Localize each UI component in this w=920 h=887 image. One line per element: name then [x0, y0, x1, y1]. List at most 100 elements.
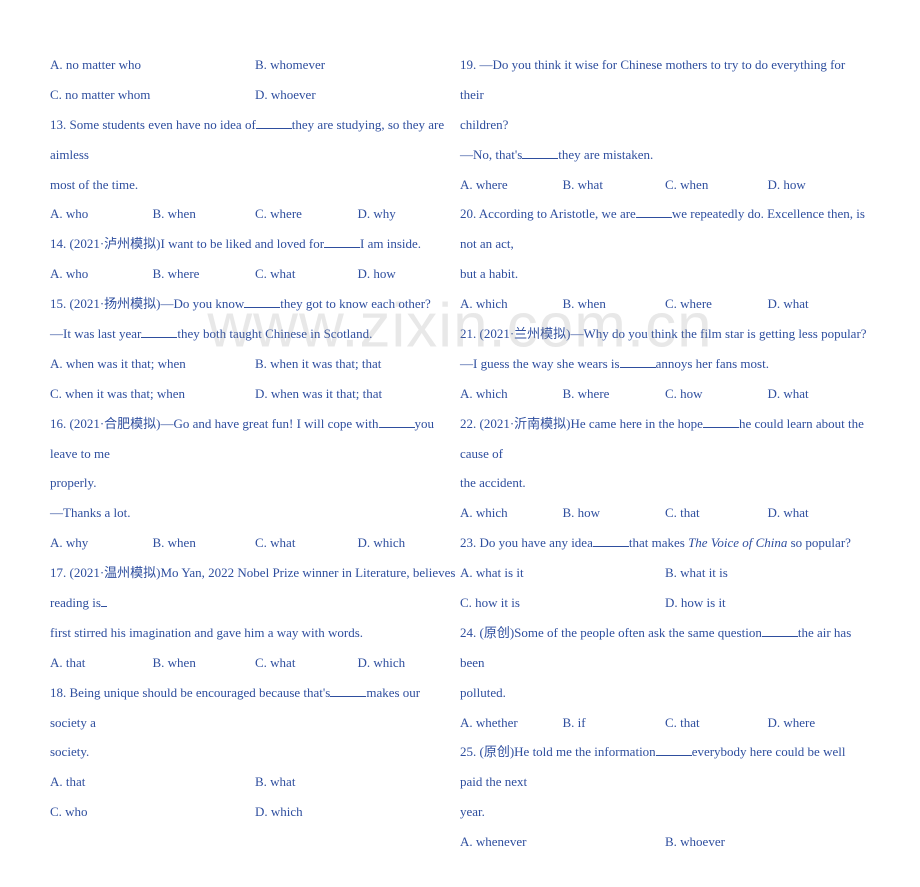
q17-opt-a: A. that [50, 648, 153, 678]
q22-opt-d: D. what [768, 498, 871, 528]
q16-opt-c: C. what [255, 528, 358, 558]
q12-opt-a: A. no matter who [50, 50, 255, 80]
blank [593, 536, 629, 548]
q18-opt-d: D. which [255, 797, 460, 827]
q16-options: A. why B. when C. what D. which [50, 528, 460, 558]
q20-line2: but a habit. [460, 259, 870, 289]
q13-opt-a: A. who [50, 199, 153, 229]
q21-opt-b: B. where [563, 379, 666, 409]
q17-opt-d: D. which [358, 648, 461, 678]
q20-opt-c: C. where [665, 289, 768, 319]
q13-line1: 13. Some students even have no idea ofth… [50, 110, 460, 170]
q22-options: A. which B. how C. that D. what [460, 498, 870, 528]
q21-opt-d: D. what [768, 379, 871, 409]
q25-line2: year. [460, 797, 870, 827]
q19-line1: 19. —Do you think it wise for Chinese mo… [460, 50, 870, 110]
q14-line1: 14. (2021·泸州模拟)I want to be liked and lo… [50, 229, 460, 259]
q15-line1: 15. (2021·扬州模拟)—Do you knowthey got to k… [50, 289, 460, 319]
left-column: A. no matter who B. whomever C. no matte… [50, 50, 460, 857]
q17-options: A. that B. when C. what D. which [50, 648, 460, 678]
q15-opt-c: C. when it was that; when [50, 379, 255, 409]
q12-opt-b: B. whomever [255, 50, 460, 80]
q13-options: A. who B. when C. where D. why [50, 199, 460, 229]
q23-opt-d: D. how is it [665, 588, 870, 618]
blank [324, 237, 360, 249]
q25-opt-b: B. whoever [665, 827, 870, 857]
q19-options: A. where B. what C. when D. how [460, 170, 870, 200]
blank [256, 117, 292, 129]
q24-options: A. whether B. if C. that D. where [460, 708, 870, 738]
blank [636, 207, 672, 219]
q17-opt-c: C. what [255, 648, 358, 678]
q14-opt-c: C. what [255, 259, 358, 289]
q16-line2: properly. [50, 468, 460, 498]
q19-opt-b: B. what [563, 170, 666, 200]
q23-opt-b: B. what it is [665, 558, 870, 588]
blank [141, 326, 177, 338]
q18-opt-c: C. who [50, 797, 255, 827]
q18-opt-b: B. what [255, 767, 460, 797]
q18-options: A. that B. what C. who D. which [50, 767, 460, 827]
q22-opt-a: A. which [460, 498, 563, 528]
q15-opt-a: A. when was it that; when [50, 349, 255, 379]
q24-opt-d: D. where [768, 708, 871, 738]
q20-line1: 20. According to Aristotle, we arewe rep… [460, 199, 870, 259]
blank [379, 416, 415, 428]
q25-line1: 25. (原创)He told me the informationeveryb… [460, 737, 870, 797]
q16-line3: —Thanks a lot. [50, 498, 460, 528]
q15-options: A. when was it that; when B. when it was… [50, 349, 460, 409]
q19-line3: —No, that'sthey are mistaken. [460, 140, 870, 170]
q24-opt-b: B. if [563, 708, 666, 738]
q21-line2: —I guess the way she wears isannoys her … [460, 349, 870, 379]
q20-opt-b: B. when [563, 289, 666, 319]
q22-opt-b: B. how [563, 498, 666, 528]
q16-line1: 16. (2021·合肥模拟)—Go and have great fun! I… [50, 409, 460, 469]
q22-opt-c: C. that [665, 498, 768, 528]
q14-options: A. who B. where C. what D. how [50, 259, 460, 289]
q14-opt-d: D. how [358, 259, 461, 289]
q13-opt-d: D. why [358, 199, 461, 229]
q19-opt-c: C. when [665, 170, 768, 200]
q25-options: A. whenever B. whoever [460, 827, 870, 857]
q21-opt-a: A. which [460, 379, 563, 409]
q24-opt-a: A. whether [460, 708, 563, 738]
q22-line2: the accident. [460, 468, 870, 498]
blank [330, 685, 366, 697]
q23-italic: The Voice of China [688, 535, 787, 550]
q17-line1: 17. (2021·温州模拟)Mo Yan, 2022 Nobel Prize … [50, 558, 460, 618]
q20-options: A. which B. when C. where D. what [460, 289, 870, 319]
blank [703, 416, 739, 428]
q13-line2: most of the time. [50, 170, 460, 200]
blank [244, 296, 280, 308]
q18-opt-a: A. that [50, 767, 255, 797]
q13-opt-b: B. when [153, 199, 256, 229]
q24-line2: polluted. [460, 678, 870, 708]
page-container: A. no matter who B. whomever C. no matte… [0, 0, 920, 887]
blank [522, 147, 558, 159]
blank [762, 625, 798, 637]
q19-opt-a: A. where [460, 170, 563, 200]
blank [101, 595, 107, 607]
q25-opt-a: A. whenever [460, 827, 665, 857]
q21-line1: 21. (2021·兰州模拟)—Why do you think the fil… [460, 319, 870, 349]
q14-opt-a: A. who [50, 259, 153, 289]
q20-opt-a: A. which [460, 289, 563, 319]
q16-opt-b: B. when [153, 528, 256, 558]
q24-opt-c: C. that [665, 708, 768, 738]
q19-line2: children? [460, 110, 870, 140]
blank [620, 356, 656, 368]
q16-opt-a: A. why [50, 528, 153, 558]
q15-opt-d: D. when was it that; that [255, 379, 460, 409]
q19-opt-d: D. how [768, 170, 871, 200]
q15-opt-b: B. when it was that; that [255, 349, 460, 379]
q12-opt-d: D. whoever [255, 80, 460, 110]
q14-opt-b: B. where [153, 259, 256, 289]
q13-opt-c: C. where [255, 199, 358, 229]
right-column: 19. —Do you think it wise for Chinese mo… [460, 50, 870, 857]
q15-line2: —It was last yearthey both taught Chines… [50, 319, 460, 349]
q18-line2: society. [50, 737, 460, 767]
q12-options: A. no matter who B. whomever C. no matte… [50, 50, 460, 110]
q16-opt-d: D. which [358, 528, 461, 558]
q23-options: A. what is it B. what it is C. how it is… [460, 558, 870, 618]
q17-opt-b: B. when [153, 648, 256, 678]
